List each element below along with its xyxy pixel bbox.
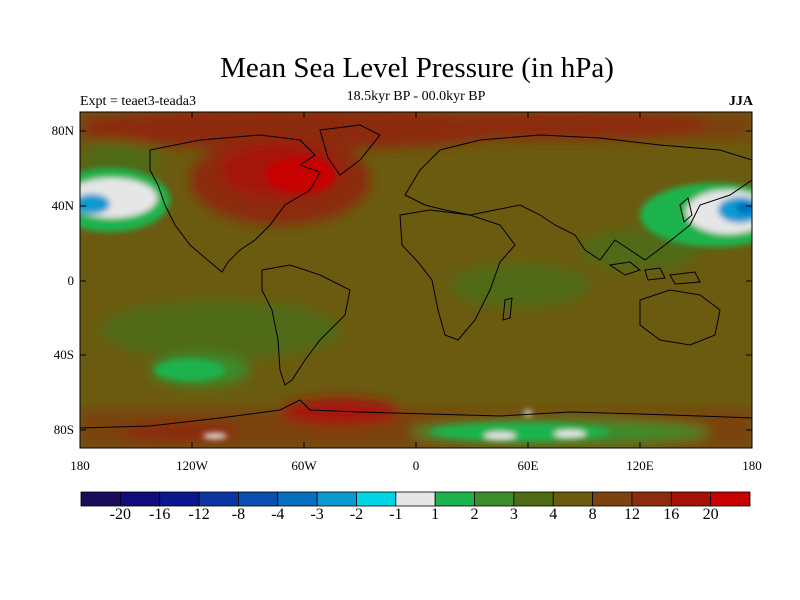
x-tick-label: 180 [742,458,762,473]
colorbar-label: -12 [188,506,210,523]
experiment-label: Expt = teaet3-teada3 [80,94,196,109]
colorbar-label: 3 [509,506,518,523]
colorbar-swatch [356,491,397,507]
y-tick-label: 80N [51,123,74,138]
colorbar-swatch [80,491,121,507]
colorbar-swatch [395,491,436,507]
colorbar-swatch [474,491,515,507]
y-tick-label: 80S [53,422,74,437]
colorbar-label: 2 [470,506,479,523]
plot-title: Mean Sea Level Pressure (in hPa) [220,52,614,84]
colorbar-swatch [238,491,279,507]
x-tick-label: 0 [412,458,420,473]
x-tick-label: 180 [70,458,90,473]
plot-subtitle: 18.5kyr BP - 00.0kyr BP [346,89,486,104]
pressure-field [80,112,752,448]
colorbar-swatch [119,491,161,507]
colorbar-swatch [159,491,200,507]
colorbar-label: -4 [271,506,285,523]
colorbar-swatch [552,491,593,507]
colorbar-swatch [198,491,239,507]
colorbar [80,491,751,507]
colorbar-label: 4 [549,506,558,523]
season-label: JJA [728,94,753,109]
colorbar-label: -16 [149,506,171,523]
colorbar-swatch [670,491,712,507]
colorbar-swatch [277,491,318,507]
colorbar-label: 8 [588,506,597,523]
x-tick-label: 60W [291,458,317,473]
axis-ticks [80,112,752,448]
coastlines [80,124,752,429]
colorbar-label: -3 [310,506,324,523]
colorbar-swatch [710,491,751,507]
x-tick-label: 120E [626,458,654,473]
x-tick-label: 120W [176,458,208,473]
colorbar-label: 20 [702,506,719,523]
x-tick-label: 60E [517,458,539,473]
colorbar-swatch [316,491,357,507]
colorbar-label: -1 [389,506,403,523]
colorbar-swatch [631,491,672,507]
y-tick-label: 0 [67,273,75,288]
y-tick-label: 40S [53,347,74,362]
colorbar-label: 12 [623,506,640,523]
colorbar-label: 16 [663,506,680,523]
colorbar-label: 1 [431,506,440,523]
colorbar-swatch [513,491,554,507]
colorbar-label: -8 [231,506,246,523]
colorbar-label: -20 [109,506,131,523]
colorbar-swatch [592,491,633,507]
colorbar-label: -2 [349,506,364,523]
colorbar-swatch [434,491,475,507]
y-tick-label: 40N [51,198,74,213]
